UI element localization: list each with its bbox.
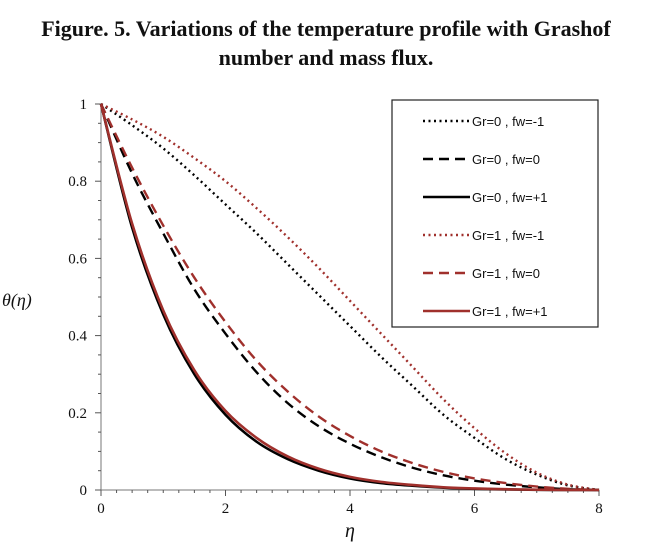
- x-axis-title: η: [345, 520, 355, 542]
- x-tick-label: 4: [346, 501, 354, 517]
- legend-label-1: Gr=0 , fw=-1: [472, 114, 544, 129]
- caption-line-2: number and mass flux.: [218, 45, 434, 70]
- series-line-6: [99, 103, 600, 492]
- y-tick-label: 0.8: [68, 174, 87, 190]
- y-tick-label: 0: [80, 483, 88, 499]
- series-line-5: [99, 103, 600, 492]
- x-tick-label: 8: [595, 501, 603, 517]
- x-tick-label: 6: [471, 501, 479, 517]
- y-tick-label: 0.6: [68, 251, 87, 267]
- legend-label-2: Gr=0 , fw=0: [472, 152, 540, 167]
- figure-caption: Figure. 5. Variations of the temperature…: [0, 14, 652, 72]
- legend-box: [391, 99, 599, 328]
- series-line-4: [100, 102, 600, 492]
- y-tick-label: 1: [80, 97, 88, 113]
- legend-label-6: Gr=1 , fw=+1: [472, 304, 548, 319]
- y-axis-title: θ(η): [2, 290, 32, 311]
- x-tick-label: 0: [97, 501, 105, 517]
- legend: Gr=0 , fw=-1 Gr=0 , fw=0 Gr=0 , fw=+1 Gr=1 …: [391, 99, 599, 328]
- series-layer: [99, 102, 600, 492]
- caption-line-1: Figure. 5. Variations of the temperature…: [41, 16, 611, 41]
- legend-label-5: Gr=1 , fw=0: [472, 266, 540, 281]
- x-tick-label: 2: [222, 501, 230, 517]
- series-line-1: [100, 103, 600, 492]
- legend-label-4: Gr=1 , fw=-1: [472, 228, 544, 243]
- legend-label-3: Gr=0 , fw=+1: [472, 190, 548, 205]
- y-tick-label: 0.4: [68, 329, 87, 345]
- series-line-2: [99, 103, 600, 492]
- axes: 0 2 4 6 8 0 0.2 0.4 0.6 0.8 1 η θ(η): [2, 97, 603, 542]
- y-tick-label: 0.2: [68, 406, 87, 422]
